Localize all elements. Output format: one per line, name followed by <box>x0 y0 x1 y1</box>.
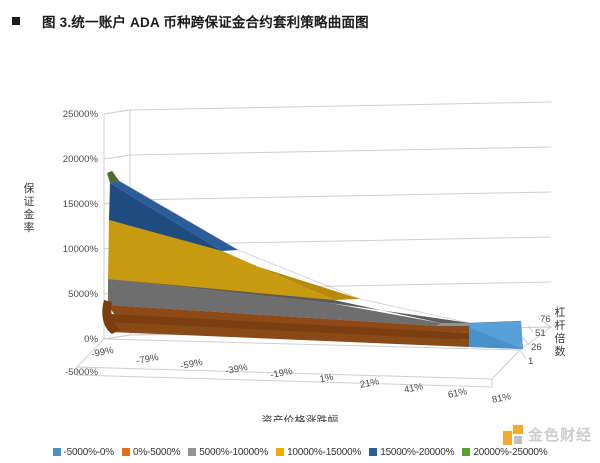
x-tick: 1% <box>319 372 335 386</box>
legend-label: 5000%-10000% <box>199 446 269 458</box>
legend-swatch-icon <box>462 448 471 456</box>
legend-item[interactable]: 0%-5000% <box>121 446 181 458</box>
x-axis-title: 资产价格涨跌幅 <box>262 413 339 422</box>
y-tick: 25000% <box>63 109 99 120</box>
z-tick: 76 <box>540 314 551 325</box>
surface-band-0-5000 <box>102 300 470 347</box>
legend-swatch-icon <box>188 448 197 456</box>
watermark: 金色财经 <box>502 424 592 445</box>
legend-swatch-icon <box>369 448 378 456</box>
jinse-logo-icon <box>502 424 523 445</box>
y-tick: 5000% <box>68 289 98 300</box>
y-tick: -5000% <box>65 367 99 378</box>
surface-chart: 25000% 20000% 15000% 10000% 5000% 0% -50… <box>0 42 600 422</box>
x-tick: 61% <box>447 386 468 401</box>
y-axis-tick-labels: 25000% 20000% 15000% 10000% 5000% 0% -50… <box>63 109 99 378</box>
legend-label: -5000%-0% <box>63 446 115 458</box>
legend-label: 0%-5000% <box>132 446 181 458</box>
x-tick: -79% <box>135 352 160 367</box>
watermark-text: 金色财经 <box>527 427 592 444</box>
y-tick: 10000% <box>63 244 99 255</box>
x-tick: 81% <box>491 391 512 406</box>
legend-item[interactable]: 5000%-10000% <box>188 447 268 458</box>
legend-item[interactable]: 15000%-20000% <box>369 446 455 458</box>
x-tick: 21% <box>359 376 380 391</box>
x-tick: -99% <box>90 345 115 360</box>
legend-label: 10000%-15000% <box>287 446 362 458</box>
surface-band-10000-15000 <box>108 220 360 303</box>
z-tick: 1 <box>528 356 533 367</box>
x-tick: 41% <box>403 381 424 396</box>
surface-band-minus5000-0 <box>469 321 523 349</box>
square-bullet-icon <box>12 17 20 25</box>
legend-item[interactable]: 20000%-25000% <box>462 446 548 458</box>
surface-band-20000-25000 <box>107 171 119 183</box>
z-tick: 51 <box>535 328 546 339</box>
x-tick: -19% <box>269 366 294 381</box>
legend-label: 20000%-25000% <box>473 446 548 458</box>
y-axis-title: 保证金率 <box>23 183 35 234</box>
z-tick: 26 <box>531 342 542 353</box>
legend-swatch-icon <box>121 448 130 456</box>
z-axis-tick-labels: 1 26 51 76 <box>528 314 551 367</box>
y-tick: 15000% <box>63 199 99 210</box>
z-axis-title: 杠杆倍数 <box>554 307 566 358</box>
x-tick: -59% <box>179 357 204 372</box>
y-tick: 20000% <box>63 154 99 165</box>
legend-swatch-icon <box>52 448 61 456</box>
legend-label: 15000%-20000% <box>380 446 455 458</box>
chart-title-row: 图 3.统一账户 ADA 币种跨保证金合约套利策略曲面图 <box>0 0 600 42</box>
legend-item[interactable]: -5000%-0% <box>52 446 115 458</box>
legend-item[interactable]: 10000%-15000% <box>276 447 361 458</box>
page-title: 图 3.统一账户 ADA 币种跨保证金合约套利策略曲面图 <box>42 15 369 30</box>
z-axis-guidelines <box>519 317 552 360</box>
x-axis-tick-labels: -99% -79% -59% -39% -19% 1% 21% 41% 61% … <box>90 345 512 406</box>
y-tick: 0% <box>84 334 98 345</box>
chart-legend: -5000%-0% 0%-5000% 5000%-10000% 10000%-1… <box>0 444 600 460</box>
x-tick: -39% <box>224 362 249 377</box>
surface-crest-edge <box>111 170 522 324</box>
surface-band-15000-20000 <box>109 181 238 254</box>
legend-swatch-icon <box>276 448 285 456</box>
chart-canvas: 25000% 20000% 15000% 10000% 5000% 0% -50… <box>63 101 553 422</box>
